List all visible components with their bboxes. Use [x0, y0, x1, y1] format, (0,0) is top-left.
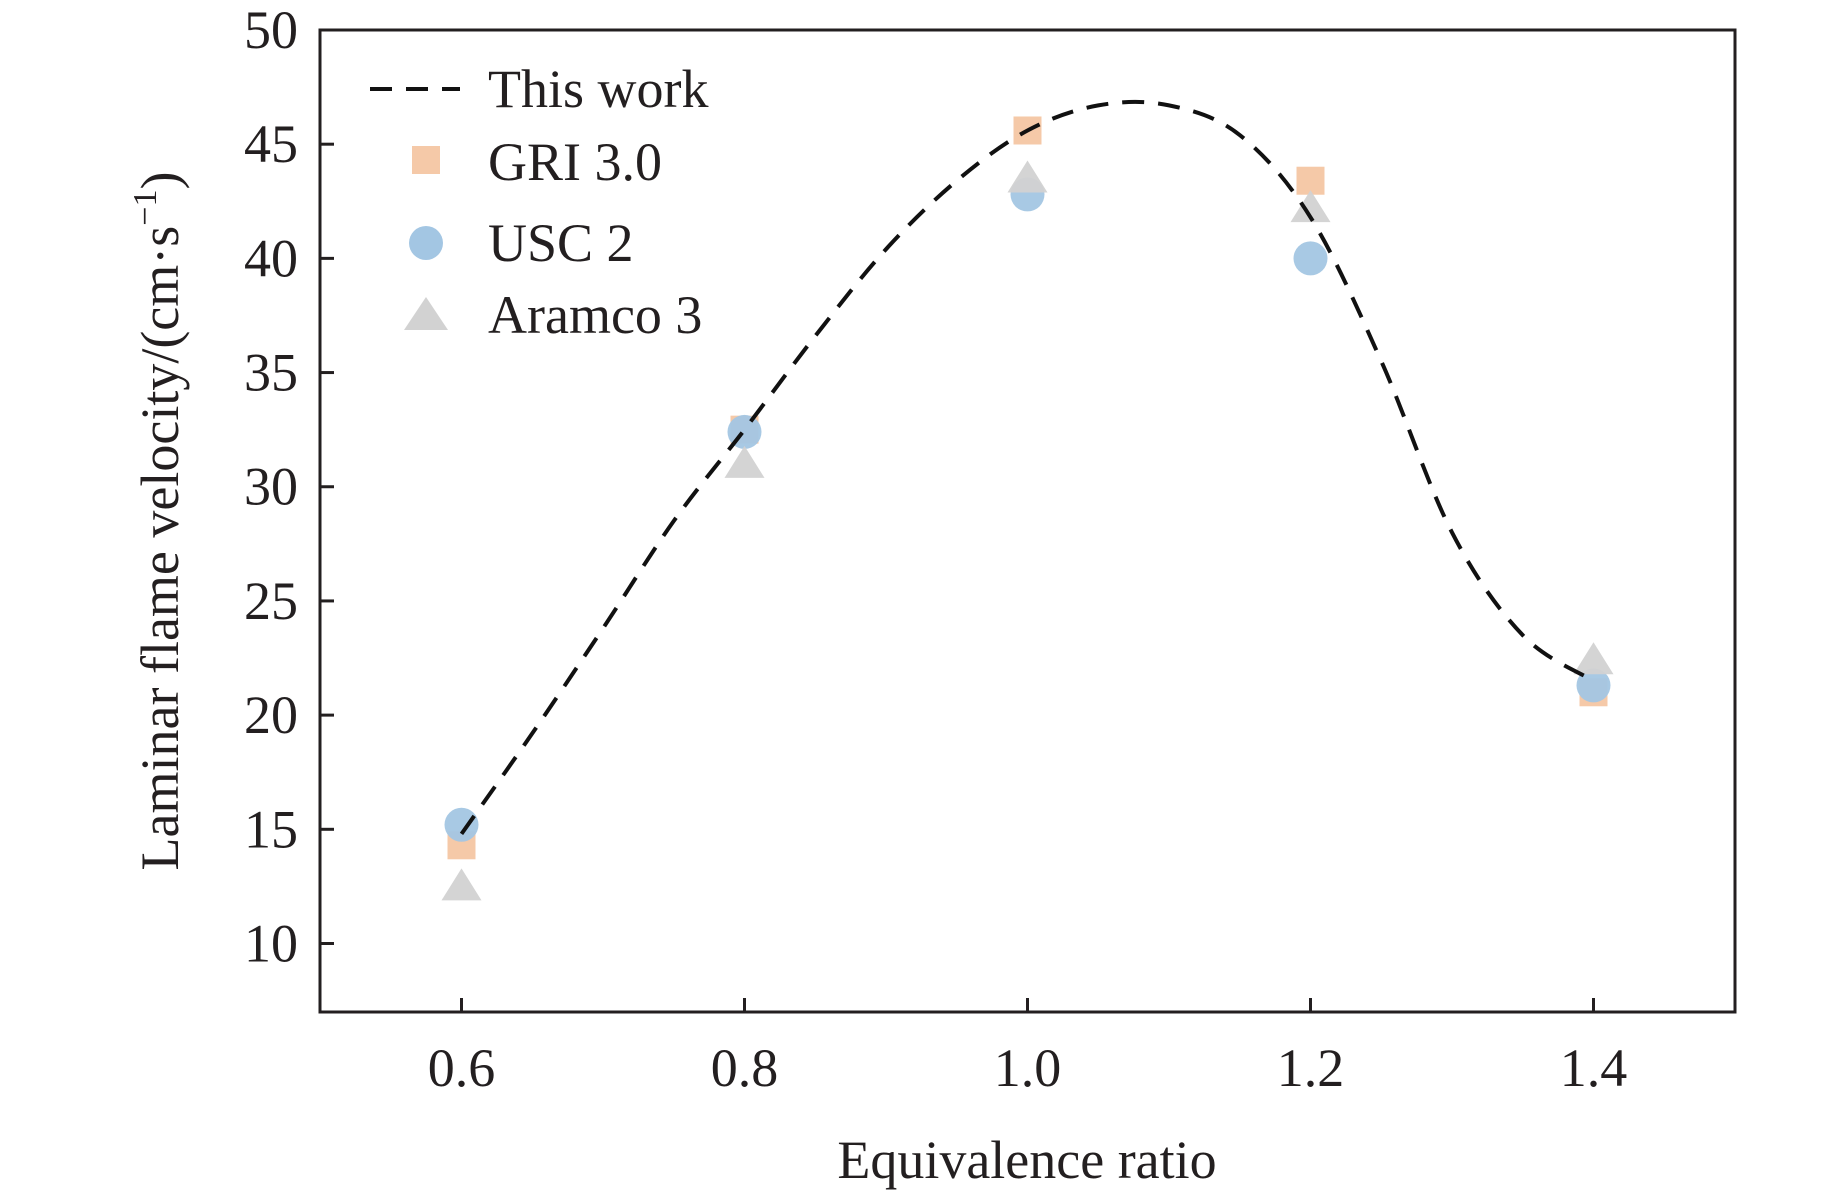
legend-label-this-work: This work: [488, 59, 708, 119]
y-axis-ticks: 10 15 20 25 30 35 40 45 50: [244, 0, 334, 973]
aramco-3-point: [1573, 642, 1614, 675]
y-tick-label: 40: [244, 228, 298, 288]
y-axis-title-superscript: −1: [127, 190, 164, 226]
usc-2-point: [1293, 241, 1328, 276]
y-tick-label: 50: [244, 0, 298, 60]
y-axis-title-close: ): [130, 172, 190, 190]
legend: This work GRI 3.0 USC 2 Aramco 3: [370, 59, 708, 345]
x-axis-ticks: 0.6 0.8 1.0 1.2 1.4: [428, 998, 1628, 1098]
x-tick-label: 0.8: [711, 1038, 779, 1098]
y-tick-label: 10: [244, 913, 298, 973]
y-axis-title-main: Laminar flame velocity/(cm·s: [130, 226, 190, 871]
aramco-3-point: [1007, 160, 1048, 193]
aramco-3-point: [441, 868, 482, 901]
y-axis-title: Laminar flame velocity/(cm·s−1): [127, 172, 190, 871]
gri-3-0-point: [1296, 166, 1325, 195]
aramco-3-point: [1290, 190, 1331, 223]
legend-label-aramco-3: Aramco 3: [488, 285, 702, 345]
y-tick-label: 45: [244, 114, 298, 174]
x-tick-label: 1.0: [994, 1038, 1062, 1098]
x-tick-label: 1.2: [1277, 1038, 1345, 1098]
x-tick-label: 1.4: [1560, 1038, 1628, 1098]
y-tick-label: 35: [244, 343, 298, 403]
aramco-3-point: [724, 445, 765, 478]
legend-swatch-gri-3-0: [412, 146, 440, 174]
y-tick-label: 15: [244, 799, 298, 859]
y-tick-label: 20: [244, 685, 298, 745]
x-axis-title: Equivalence ratio: [837, 1130, 1216, 1190]
series-usc-2: [444, 177, 1611, 842]
legend-label-gri-3-0: GRI 3.0: [488, 132, 662, 192]
usc-2-point: [444, 807, 479, 842]
series-this-work-line: [459, 99, 1595, 836]
legend-swatch-usc-2: [409, 226, 443, 260]
legend-label-usc-2: USC 2: [488, 213, 634, 273]
usc-2-point: [1576, 668, 1611, 703]
y-tick-label: 30: [244, 457, 298, 517]
series-aramco-3: [441, 160, 1614, 901]
y-tick-label: 25: [244, 571, 298, 631]
legend-swatch-aramco-3: [404, 297, 448, 330]
x-tick-label: 0.6: [428, 1038, 496, 1098]
series-layer: [441, 99, 1614, 901]
